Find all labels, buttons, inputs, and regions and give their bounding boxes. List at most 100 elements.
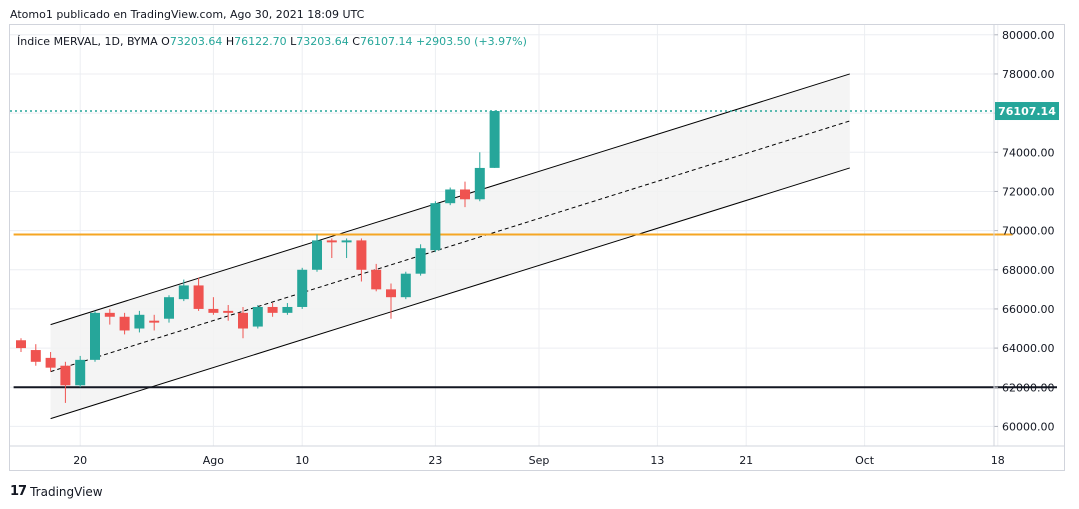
candle-body (460, 189, 470, 200)
candle-body (445, 189, 456, 204)
candle (430, 201, 441, 253)
candle-body (104, 312, 115, 317)
candle (45, 352, 56, 372)
high-label: H (225, 35, 235, 48)
candle-body (90, 312, 100, 360)
x-tick-label: 23 (428, 454, 442, 467)
candle-body (371, 269, 382, 290)
candle (460, 181, 470, 208)
candle-body (430, 203, 441, 251)
candle (312, 234, 322, 272)
x-tick-label: 18 (991, 454, 1005, 467)
y-tick-label: 80000.00 (1002, 29, 1055, 42)
tradingview-brand: TradingView (30, 484, 103, 499)
candle-body (119, 316, 130, 331)
candle (193, 277, 204, 311)
x-tick-label: 10 (295, 454, 309, 467)
candle-body (267, 306, 278, 313)
candle-body (326, 240, 337, 243)
candle-body (208, 308, 219, 313)
candle-body (45, 357, 56, 368)
horizontal-lines (13, 233, 1057, 389)
symbol-label[interactable]: Índice MERVAL, 1D, BYMA (17, 35, 158, 48)
chart-frame (9, 24, 1065, 471)
candle-body (60, 365, 71, 386)
candle (474, 152, 485, 202)
candle-body (223, 310, 234, 313)
candle (90, 310, 100, 362)
x-tick-label: 13 (650, 454, 664, 467)
y-tick-label: 72000.00 (1002, 185, 1055, 198)
x-tick-label: Sep (529, 454, 550, 467)
candle-body (149, 320, 160, 323)
candle-body (178, 285, 189, 300)
candle (178, 279, 189, 302)
close-value: 76107.14 (359, 35, 413, 48)
candle-body (75, 359, 86, 386)
y-tick-label: 74000.00 (1002, 146, 1055, 159)
candle-body (312, 240, 322, 270)
x-tick-label: Oct (855, 454, 875, 467)
candle-body (489, 111, 500, 168)
x-axis: 20 Ago 10 23 Sep 13 21 Oct 18 (10, 445, 1065, 467)
candle (119, 312, 130, 335)
candle-body (30, 350, 41, 362)
candle (326, 238, 337, 259)
candle (400, 271, 411, 300)
last-price-label: 76107.14 (998, 105, 1056, 118)
candle-body (193, 285, 204, 309)
y-tick-label: 68000.00 (1002, 264, 1055, 277)
close-label: C (352, 35, 360, 48)
candle (386, 283, 396, 319)
candle-body (415, 248, 426, 274)
y-axis: 80000.0078000.0076000.0074000.0072000.00… (993, 25, 1055, 446)
y-tick-label: 60000.00 (1002, 420, 1055, 433)
candle (415, 244, 426, 276)
candle (356, 238, 367, 282)
candle (16, 338, 26, 353)
change-value: +2903.50 (+3.97%) (415, 35, 527, 48)
last-price-marker: 76107.14 (10, 102, 1059, 121)
tradingview-footer[interactable]: 17 TradingView (10, 484, 103, 499)
candle (238, 306, 248, 339)
candle (30, 344, 41, 366)
candle (297, 267, 308, 309)
last-price-tag (995, 102, 1059, 121)
candle (341, 238, 352, 259)
open-label: O (161, 35, 170, 48)
channel-fill (50, 73, 850, 419)
candle-body (16, 340, 26, 349)
channel-lower-line (50, 167, 850, 420)
tradingview-logo-icon: 17 (10, 484, 27, 499)
x-tick-label: 20 (73, 454, 87, 467)
candle-body (134, 314, 145, 329)
candle (208, 297, 219, 315)
candle-body (238, 312, 248, 329)
y-tick-label: 62000.00 (1002, 381, 1055, 394)
low-label: L (290, 35, 297, 48)
high-value: 76122.70 (234, 35, 287, 48)
candle-body (400, 273, 411, 298)
candle (134, 310, 145, 333)
y-tick-label: 70000.00 (1002, 225, 1055, 238)
candle-body (252, 306, 263, 327)
candle (445, 187, 456, 206)
candle (267, 303, 278, 317)
candle (252, 305, 263, 329)
candle (282, 303, 293, 315)
candle (489, 110, 500, 168)
candle (104, 308, 115, 325)
candle (223, 305, 234, 321)
candle (164, 295, 174, 323)
y-tick-label: 64000.00 (1002, 342, 1055, 355)
candle-body (282, 306, 293, 313)
low-value: 73203.64 (296, 35, 349, 48)
candle (371, 263, 382, 292)
y-tick-label: 66000.00 (1002, 303, 1055, 316)
x-tick-label: Ago (203, 454, 225, 467)
candle-body (164, 297, 174, 319)
published-header: Atomo1 publicado en TradingView.com, Ago… (10, 8, 365, 21)
candle (60, 361, 71, 403)
candles (16, 110, 500, 403)
